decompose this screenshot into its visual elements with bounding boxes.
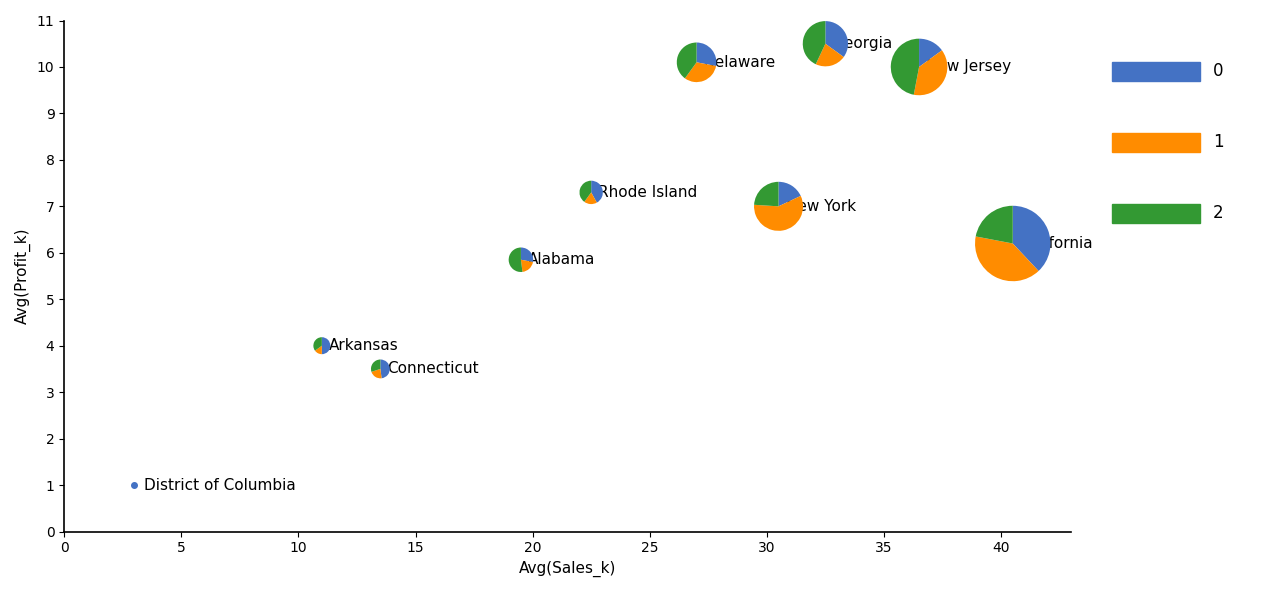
- Text: Connecticut: Connecticut: [387, 362, 479, 377]
- Wedge shape: [778, 182, 801, 207]
- Wedge shape: [919, 38, 942, 67]
- Wedge shape: [803, 21, 826, 64]
- Text: 2: 2: [1213, 204, 1223, 222]
- Wedge shape: [372, 369, 382, 378]
- Text: Arkansas: Arkansas: [328, 338, 399, 353]
- Text: 0: 0: [1213, 62, 1223, 80]
- Wedge shape: [371, 359, 381, 372]
- Wedge shape: [322, 337, 330, 354]
- Wedge shape: [579, 181, 592, 202]
- Wedge shape: [975, 236, 1039, 281]
- Wedge shape: [592, 181, 603, 202]
- X-axis label: Avg(Sales_k): Avg(Sales_k): [519, 561, 616, 577]
- Wedge shape: [975, 206, 1012, 243]
- Wedge shape: [584, 192, 597, 204]
- Text: Rhode Island: Rhode Island: [598, 185, 698, 200]
- Wedge shape: [521, 247, 533, 262]
- Wedge shape: [313, 337, 322, 350]
- Wedge shape: [521, 260, 533, 272]
- Wedge shape: [1012, 206, 1051, 271]
- Y-axis label: Avg(Profit_k): Avg(Profit_k): [15, 228, 31, 324]
- Wedge shape: [754, 182, 778, 207]
- Text: Georgia: Georgia: [832, 36, 892, 52]
- Wedge shape: [697, 43, 717, 66]
- Wedge shape: [815, 44, 843, 66]
- Wedge shape: [914, 50, 947, 95]
- Text: Delaware: Delaware: [704, 55, 776, 70]
- Wedge shape: [754, 196, 803, 231]
- Wedge shape: [891, 38, 919, 95]
- Text: District of Columbia: District of Columbia: [144, 478, 295, 493]
- Text: New Jersey: New Jersey: [927, 59, 1011, 75]
- Wedge shape: [826, 21, 849, 57]
- Wedge shape: [677, 43, 697, 78]
- Text: New York: New York: [786, 199, 856, 214]
- Text: 1: 1: [1213, 133, 1223, 151]
- Wedge shape: [314, 346, 322, 354]
- Wedge shape: [381, 359, 390, 378]
- Text: Alabama: Alabama: [528, 252, 596, 267]
- Wedge shape: [685, 62, 716, 82]
- Wedge shape: [509, 247, 523, 272]
- Text: California: California: [1020, 236, 1093, 251]
